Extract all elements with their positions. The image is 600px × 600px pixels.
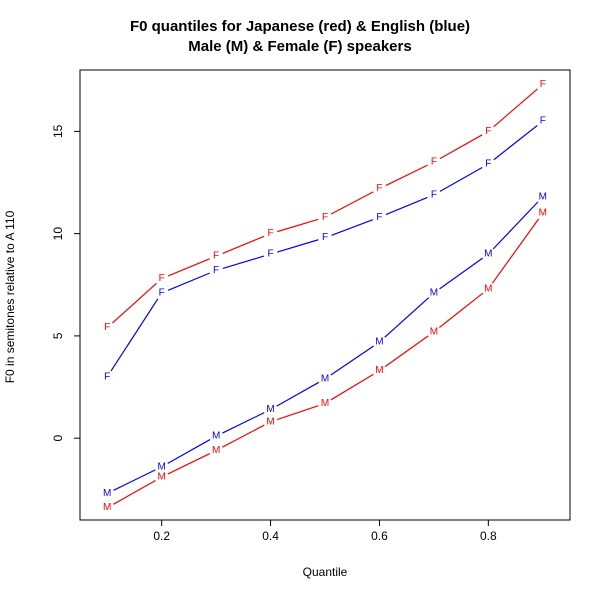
series-japanese-female-segment — [440, 135, 482, 159]
series-japanese-male-segment — [113, 480, 155, 504]
series-english-female-segment — [223, 256, 264, 268]
y-tick-label: 5 — [51, 332, 65, 339]
series-japanese-female-segment — [494, 89, 538, 127]
series-english-male-segment — [168, 440, 210, 464]
y-axis-label: F0 in semitones relative to A 110 — [3, 17, 17, 577]
series-japanese-female-segment — [223, 236, 265, 253]
plot-svg: 0.20.40.60.8051015FFFFFFFFFFFFFFFFFFMMMM… — [0, 0, 600, 600]
series-japanese-male-marker: M — [539, 208, 547, 219]
y-tick-label: 15 — [51, 124, 65, 138]
x-tick-label: 0.2 — [153, 529, 170, 543]
series-japanese-male-marker: M — [103, 502, 111, 513]
series-english-female-segment — [332, 220, 373, 236]
y-tick-label: 10 — [51, 227, 65, 241]
series-japanese-female-segment — [386, 165, 428, 185]
series-english-male-segment — [440, 258, 483, 289]
series-english-male-segment — [385, 298, 429, 338]
series-english-male-marker: M — [103, 488, 111, 499]
series-english-female-marker: F — [159, 287, 165, 298]
series-english-male-segment — [493, 202, 538, 249]
series-japanese-female-marker: F — [376, 183, 382, 194]
series-english-female-marker: F — [322, 232, 328, 243]
series-japanese-female-marker: F — [213, 251, 219, 262]
series-japanese-female-marker: F — [104, 322, 110, 333]
series-english-female-marker: F — [485, 159, 491, 170]
series-japanese-male-marker: M — [430, 326, 438, 337]
series-japanese-female-marker: F — [159, 273, 165, 284]
plot-border — [80, 70, 570, 520]
series-english-female-segment — [277, 240, 318, 252]
series-japanese-male-marker: M — [157, 472, 165, 483]
series-english-male-marker: M — [266, 404, 274, 415]
series-japanese-female-segment — [331, 192, 373, 214]
series-japanese-male-marker: M — [321, 398, 329, 409]
series-english-male-marker: M — [539, 191, 547, 202]
x-axis-label: Quantile — [0, 565, 600, 579]
series-english-male-segment — [114, 470, 156, 490]
series-japanese-male-marker: M — [212, 445, 220, 456]
series-japanese-female-marker: F — [268, 228, 274, 239]
series-japanese-male-segment — [385, 336, 428, 367]
series-english-female-segment — [494, 125, 537, 159]
series-japanese-male-segment — [168, 454, 210, 474]
series-japanese-male-segment — [222, 425, 264, 447]
series-english-female-marker: F — [540, 116, 546, 127]
chart-container: F0 quantiles for Japanese (red) & Englis… — [0, 0, 600, 600]
series-english-male-marker: M — [321, 373, 329, 384]
series-english-female-marker: F — [104, 371, 110, 382]
series-english-female-marker: F — [213, 265, 219, 276]
series-japanese-male-marker: M — [484, 283, 492, 294]
series-english-male-segment — [222, 413, 264, 433]
series-japanese-female-marker: F — [431, 157, 437, 168]
series-english-male-marker: M — [212, 431, 220, 442]
series-japanese-female-segment — [112, 283, 156, 323]
series-english-male-marker: M — [430, 287, 438, 298]
series-japanese-male-segment — [277, 406, 318, 420]
series-japanese-male-marker: M — [375, 365, 383, 376]
series-japanese-female-segment — [277, 219, 318, 231]
series-japanese-female-segment — [168, 259, 210, 276]
series-japanese-female-marker: F — [485, 126, 491, 137]
y-tick-label: 0 — [51, 435, 65, 442]
series-english-female-marker: F — [268, 249, 274, 260]
x-tick-label: 0.8 — [480, 529, 497, 543]
series-english-male-segment — [331, 346, 374, 375]
series-english-male-marker: M — [375, 337, 383, 348]
series-english-male-segment — [277, 382, 319, 406]
series-english-female-segment — [386, 197, 428, 214]
series-japanese-female-marker: F — [322, 212, 328, 223]
series-english-female-segment — [168, 273, 210, 290]
series-english-female-marker: F — [431, 189, 437, 200]
series-english-male-marker: M — [484, 249, 492, 260]
x-tick-label: 0.4 — [262, 529, 279, 543]
series-japanese-male-segment — [439, 293, 482, 327]
series-english-female-marker: F — [376, 212, 382, 223]
series-english-female-segment — [111, 299, 158, 371]
series-english-female-segment — [440, 168, 482, 192]
series-japanese-female-marker: F — [540, 79, 546, 90]
series-japanese-male-segment — [331, 374, 373, 400]
series-japanese-male-marker: M — [266, 416, 274, 427]
series-japanese-male-segment — [492, 219, 538, 283]
x-tick-label: 0.6 — [371, 529, 388, 543]
